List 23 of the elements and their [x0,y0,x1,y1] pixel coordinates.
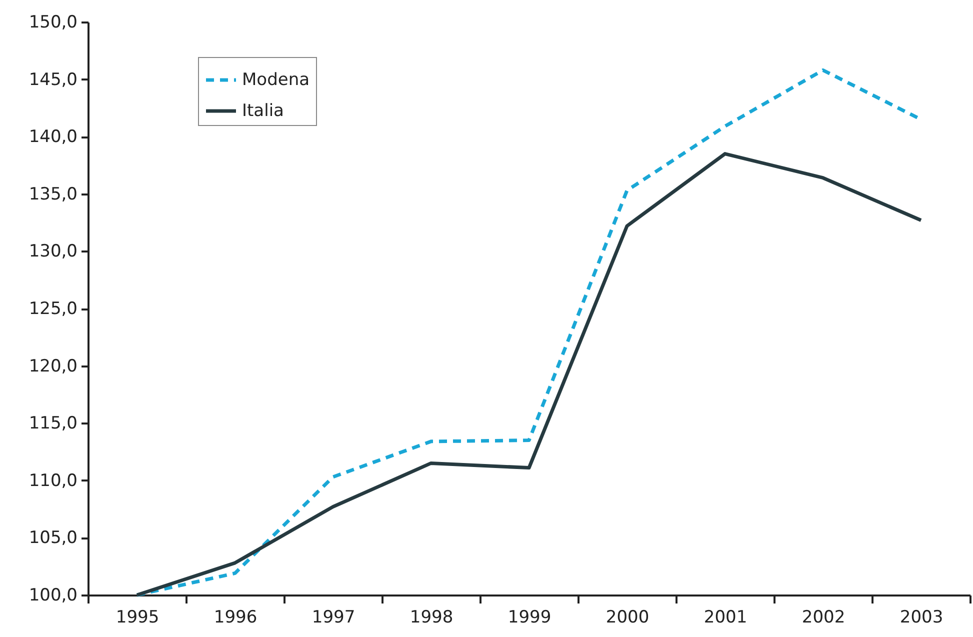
x-tick-label: 2002 [802,608,846,628]
y-tick-label: 130,0 [28,242,78,262]
y-tick-label: 115,0 [28,414,78,434]
line-series [135,152,923,597]
y-tick-label: 135,0 [28,184,78,204]
y-tick-label: 110,0 [28,470,78,491]
y-tick-label: 140,0 [28,127,78,148]
x-tick-label: 1997 [312,608,356,628]
y-tick-label: 125,0 [28,299,78,319]
x-tick-label: 2003 [900,608,944,628]
x-tick-label: 1996 [214,608,258,628]
x-tick-label: 2000 [606,608,650,628]
y-tick-label: 145,0 [28,70,78,90]
x-tick-label: 1995 [116,608,160,628]
y-tick-label: 100,0 [28,586,78,606]
x-tick-label: 1998 [410,608,454,628]
x-tick-label: 2001 [704,608,748,628]
y-tick-label: 105,0 [28,528,78,548]
y-tick-label: 120,0 [28,356,78,376]
y-tick-label: 150,0 [28,12,78,32]
legend-label: Modena [242,70,310,90]
legend-label: Italia [242,101,284,121]
x-tick-label: 1999 [508,608,552,628]
